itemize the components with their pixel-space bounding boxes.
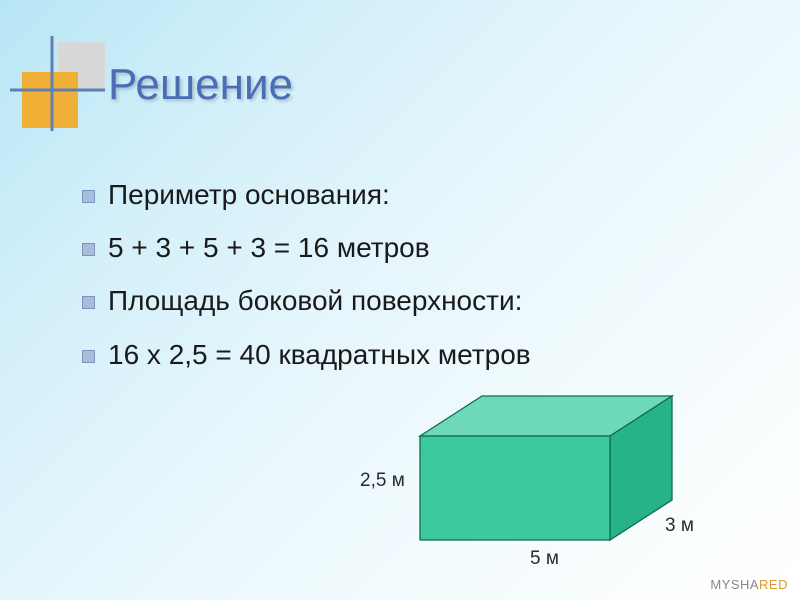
watermark: MYSHARED [710,577,788,592]
prism-width-label: 5 м [530,548,559,570]
watermark-pre: MYSHA [710,577,759,592]
corner-svg [10,36,105,131]
prism-depth-label: 3 м [665,515,694,537]
prism-height-label: 2,5 м [360,470,405,492]
prism-diagram: 2,5 м 5 м 3 м [380,390,720,580]
bullet-item: 16 х 2,5 = 40 квадратных метров [70,335,531,374]
corner-square-big [22,72,78,128]
bullet-list: Периметр основания: 5 + 3 + 5 + 3 = 16 м… [70,175,531,388]
watermark-highlight: RED [759,577,788,592]
bullet-item: 5 + 3 + 5 + 3 = 16 метров [70,228,531,267]
bullet-item: Площадь боковой поверхности: [70,281,531,320]
slide-title: Решение [108,60,293,110]
bullet-item: Периметр основания: [70,175,531,214]
corner-decoration [10,36,105,131]
